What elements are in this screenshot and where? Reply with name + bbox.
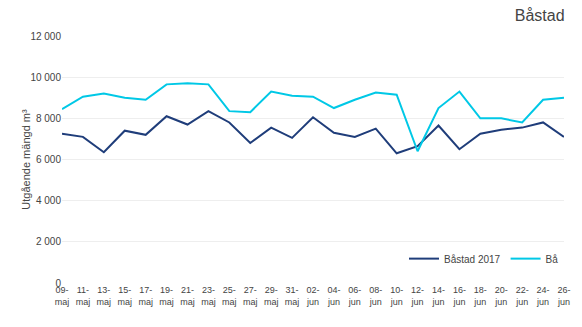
svg-text:Båstad 2017: Båstad 2017 <box>444 254 501 265</box>
svg-text:20-jun: 20-jun <box>494 285 508 307</box>
svg-text:08-jun: 08-jun <box>369 285 383 307</box>
svg-text:29-maj: 29-maj <box>264 285 279 307</box>
svg-text:2 000: 2 000 <box>36 236 61 247</box>
svg-text:11-maj: 11-maj <box>76 285 91 307</box>
svg-text:4 000: 4 000 <box>36 195 61 206</box>
svg-text:25-maj: 25-maj <box>222 285 237 307</box>
svg-text:Utgående mängd m³: Utgående mängd m³ <box>20 109 32 210</box>
svg-text:14-jun: 14-jun <box>431 285 445 307</box>
svg-text:09-maj: 09-maj <box>55 285 70 307</box>
svg-text:15-maj: 15-maj <box>117 285 132 307</box>
svg-text:10 000: 10 000 <box>30 72 61 83</box>
svg-text:10-jun: 10-jun <box>390 285 404 307</box>
svg-text:17-maj: 17-maj <box>138 285 153 307</box>
svg-text:0: 0 <box>55 278 61 289</box>
svg-text:31-maj: 31-maj <box>285 285 300 307</box>
svg-text:02-jun: 02-jun <box>306 285 320 307</box>
svg-text:04-jun: 04-jun <box>327 285 341 307</box>
svg-text:26-jun: 26-jun <box>557 285 571 307</box>
svg-text:27-maj: 27-maj <box>243 285 258 307</box>
svg-text:12 000: 12 000 <box>30 31 61 42</box>
svg-text:Bå: Bå <box>546 254 559 265</box>
svg-text:6 000: 6 000 <box>36 154 61 165</box>
svg-text:16-jun: 16-jun <box>452 285 466 307</box>
svg-text:06-jun: 06-jun <box>348 285 362 307</box>
svg-text:23-maj: 23-maj <box>201 285 216 307</box>
svg-text:12-jun: 12-jun <box>411 285 425 307</box>
svg-text:8 000: 8 000 <box>36 113 61 124</box>
svg-text:24-jun: 24-jun <box>536 285 550 307</box>
svg-text:Båstad: Båstad <box>515 7 565 24</box>
svg-text:19-maj: 19-maj <box>159 285 174 307</box>
svg-text:13-maj: 13-maj <box>97 285 112 307</box>
svg-text:21-maj: 21-maj <box>180 285 195 307</box>
svg-text:18-jun: 18-jun <box>473 285 487 307</box>
svg-text:22-jun: 22-jun <box>515 285 529 307</box>
